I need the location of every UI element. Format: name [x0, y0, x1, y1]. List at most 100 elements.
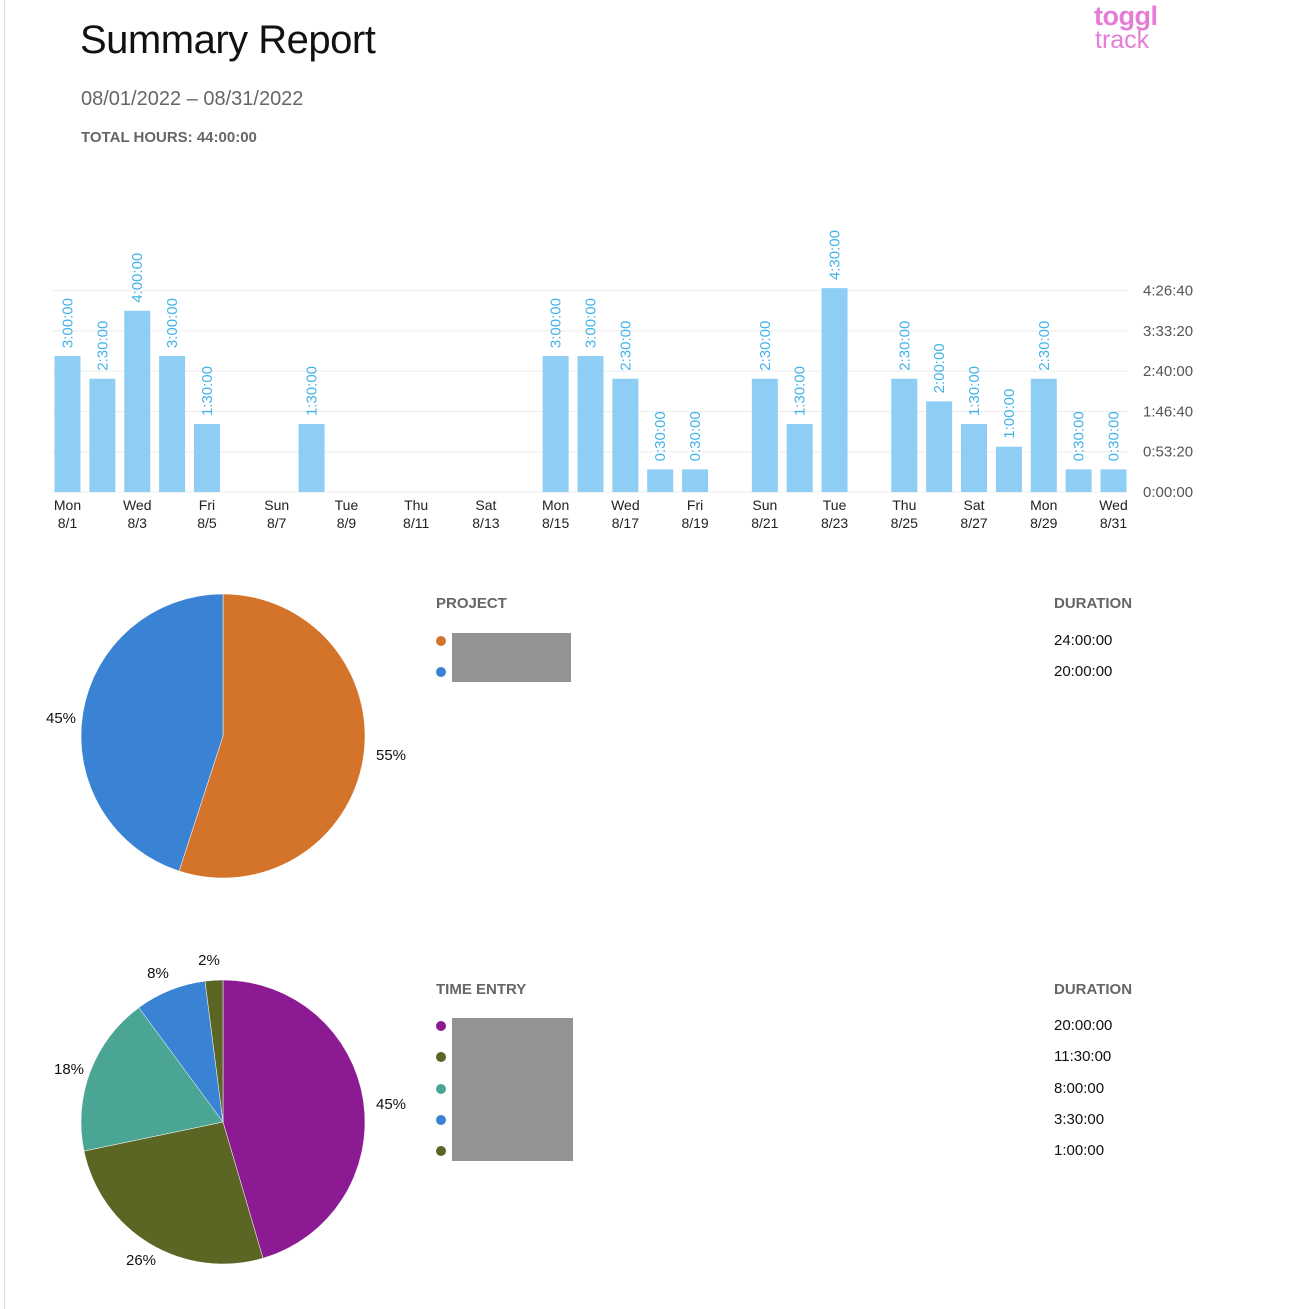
x-tick-date: 8/27 — [960, 515, 987, 531]
bar[interactable] — [961, 424, 988, 492]
time-entry-pie-chart: 45% 26% 18% 8% 2% — [54, 952, 406, 1269]
bar-data-label: 3:00:00 — [164, 298, 181, 348]
x-tick-date: 8/11 — [403, 515, 429, 531]
x-tick-day: Thu — [404, 497, 428, 513]
bar[interactable] — [54, 356, 81, 492]
y-tick-label: 0:00:00 — [1143, 484, 1193, 501]
pie-slice[interactable] — [178, 593, 366, 879]
toggl-track-logo[interactable]: toggl track — [1094, 3, 1158, 54]
x-tick-day: Sun — [264, 497, 289, 513]
bar[interactable] — [821, 288, 848, 492]
x-tick-day: Wed — [611, 497, 640, 513]
x-tick-day: Tue — [335, 497, 359, 513]
bar-data-label: 1:30:00 — [304, 366, 321, 416]
bar-data-label: 3:00:00 — [583, 298, 600, 348]
bar-data-label: 3:00:00 — [60, 298, 77, 348]
x-tick-day: Fri — [687, 497, 703, 513]
legend-dot — [436, 1052, 446, 1063]
pie-slice[interactable] — [80, 1007, 224, 1152]
x-tick-day: Mon — [54, 497, 81, 513]
bar[interactable] — [1030, 378, 1057, 492]
legend-duration: 3:30:00 — [1054, 1110, 1105, 1128]
x-tick-day: Sat — [964, 497, 985, 513]
time-entry-duration-header: DURATION — [1054, 981, 1133, 998]
x-tick-day: Wed — [123, 497, 152, 513]
x-tick-date: 8/17 — [612, 515, 639, 531]
pie-slice-label: 18% — [54, 1061, 84, 1078]
bar-data-label: 2:30:00 — [896, 321, 913, 371]
bar[interactable] — [995, 446, 1022, 492]
time-entry-names-redacted — [452, 1018, 573, 1161]
daily-hours-bar-chart: 0:00:00 0:53:20 1:46:40 2:40:00 3:33:20 4:26:… — [52, 230, 1193, 531]
pie-slice[interactable] — [80, 593, 224, 872]
bar[interactable] — [159, 356, 186, 492]
bar-data-label: 1:00:00 — [1001, 389, 1018, 439]
bar[interactable] — [751, 378, 778, 492]
project-duration-header: DURATION — [1054, 595, 1133, 612]
legend-duration: 20:00:00 — [1054, 663, 1113, 680]
bar[interactable] — [786, 424, 813, 492]
bar[interactable] — [124, 310, 151, 492]
bar-data-label: 4:30:00 — [827, 230, 844, 280]
bar-data-label: 2:00:00 — [931, 343, 948, 393]
x-tick-day: Mon — [1030, 497, 1057, 513]
bar[interactable] — [926, 401, 953, 492]
legend-duration: 1:00:00 — [1054, 1142, 1105, 1160]
logo-line-2: track — [1095, 26, 1150, 54]
bar[interactable] — [577, 356, 604, 492]
bar[interactable] — [682, 469, 709, 492]
bar[interactable] — [612, 378, 639, 492]
pie-slice-label: 8% — [147, 965, 169, 982]
legend-dot — [436, 1021, 446, 1031]
pie-slice-label: 45% — [46, 710, 76, 727]
bar-data-label: 0:30:00 — [652, 411, 669, 461]
project-names-redacted — [452, 633, 571, 682]
legend-dot — [436, 667, 446, 677]
y-tick-label: 4:26:40 — [1143, 283, 1193, 300]
bar-data-label: 3:00:00 — [548, 298, 565, 348]
pie-slice-label: 26% — [126, 1252, 156, 1269]
date-range: 08/01/2022 – 08/31/2022 — [81, 88, 304, 110]
pie-slice[interactable] — [204, 979, 224, 1123]
x-tick-date: 8/15 — [542, 515, 569, 531]
legend-duration: 24:00:00 — [1054, 632, 1113, 649]
legend-dot — [436, 1083, 446, 1094]
bar-data-label: 4:00:00 — [129, 253, 146, 303]
x-tick-day: Wed — [1099, 497, 1128, 513]
bar-data-label: 0:30:00 — [1071, 411, 1088, 461]
x-tick-date: 8/3 — [127, 515, 147, 531]
x-tick-date: 8/31 — [1100, 515, 1127, 531]
bar[interactable] — [89, 378, 116, 492]
x-tick-date: 8/21 — [751, 515, 778, 531]
x-tick-date: 8/23 — [821, 515, 848, 531]
pie-slice[interactable] — [83, 1121, 264, 1265]
legend-duration: 11:30:00 — [1054, 1048, 1112, 1066]
bar[interactable] — [647, 469, 674, 492]
project-legend-header: PROJECT — [436, 595, 507, 612]
pie-slice-label: 2% — [198, 952, 220, 969]
x-tick-day: Thu — [892, 497, 916, 513]
x-tick-date: 8/7 — [267, 515, 287, 531]
pie-slice[interactable] — [222, 979, 366, 1259]
bar-data-label: 1:30:00 — [199, 366, 216, 416]
bar[interactable] — [193, 424, 220, 492]
x-tick-day: Fri — [199, 497, 215, 513]
bar-data-label: 2:30:00 — [617, 321, 634, 371]
bar-data-label: 2:30:00 — [94, 321, 111, 371]
bar-data-label: 2:30:00 — [1036, 321, 1053, 371]
x-tick-day: Mon — [542, 497, 569, 513]
page-title: Summary Report — [80, 18, 376, 62]
y-tick-label: 3:33:20 — [1143, 323, 1193, 340]
legend-duration: 20:00:00 — [1054, 1017, 1113, 1034]
y-tick-label: 2:40:00 — [1143, 363, 1193, 380]
legend-duration: 8:00:00 — [1054, 1079, 1105, 1097]
bar-data-label: 0:30:00 — [1106, 411, 1123, 461]
bar[interactable] — [891, 378, 918, 492]
time-entry-legend-header: TIME ENTRY — [436, 981, 527, 998]
bar[interactable] — [298, 424, 325, 492]
legend-dot — [436, 1114, 446, 1125]
y-tick-label: 1:46:40 — [1143, 403, 1193, 420]
bar[interactable] — [1100, 469, 1127, 492]
bar[interactable] — [1065, 469, 1092, 492]
bar[interactable] — [542, 356, 569, 492]
